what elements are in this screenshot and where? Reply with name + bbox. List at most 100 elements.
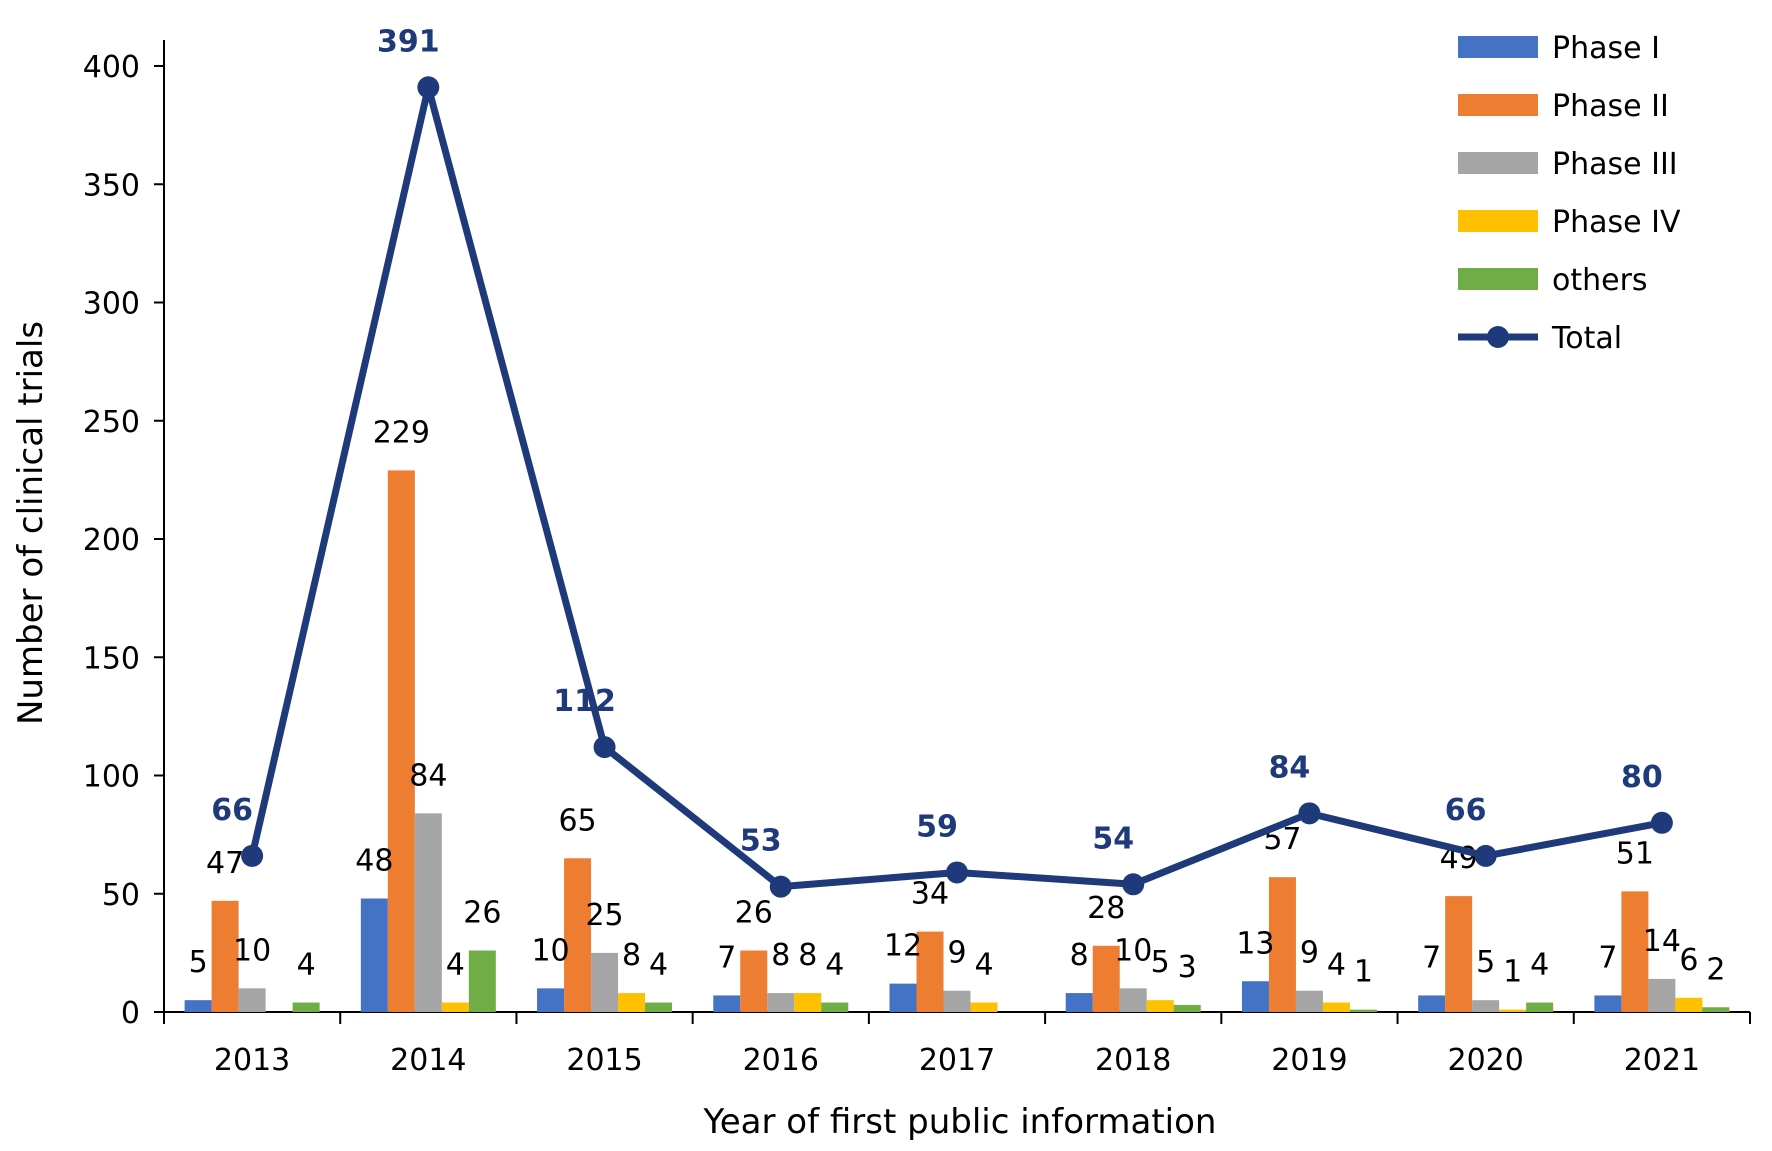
y-tick-label: 50 bbox=[102, 878, 140, 913]
bar-phase-ii bbox=[740, 950, 768, 1012]
bar-data-label: 9 bbox=[1300, 936, 1319, 971]
bar-data-label: 10 bbox=[531, 933, 569, 968]
bar-data-label: 8 bbox=[1070, 938, 1089, 973]
bar-data-label: 10 bbox=[1114, 933, 1152, 968]
legend-label: Phase IV bbox=[1552, 205, 1681, 240]
bar-data-label: 7 bbox=[717, 940, 736, 975]
bar-phase-iv bbox=[441, 1002, 469, 1012]
bar-data-label: 7 bbox=[1598, 940, 1617, 975]
bar-data-label: 47 bbox=[206, 846, 244, 881]
total-point bbox=[593, 736, 616, 759]
bar-data-label: 28 bbox=[1087, 891, 1125, 926]
bar-phase-ii bbox=[1268, 877, 1296, 1012]
bar-phase-iv bbox=[618, 993, 646, 1012]
total-data-label: 84 bbox=[1269, 750, 1311, 785]
bar-data-label: 10 bbox=[233, 933, 271, 968]
total-point bbox=[241, 844, 264, 867]
bar-others bbox=[1526, 1002, 1554, 1012]
bar-phase-i bbox=[1065, 993, 1093, 1012]
legend-swatch bbox=[1458, 210, 1538, 232]
total-data-label: 59 bbox=[916, 809, 958, 844]
bar-data-label: 1 bbox=[1354, 955, 1373, 990]
bar-phase-iv bbox=[1322, 1002, 1350, 1012]
bar-phase-i bbox=[1418, 995, 1446, 1012]
total-data-label: 391 bbox=[377, 24, 440, 59]
bar-phase-i bbox=[713, 995, 741, 1012]
bar-data-label: 4 bbox=[1327, 948, 1346, 983]
bar-data-label: 25 bbox=[585, 898, 623, 933]
bar-phase-iii bbox=[591, 952, 619, 1012]
bar-data-label: 8 bbox=[798, 938, 817, 973]
bar-phase-ii bbox=[387, 470, 415, 1012]
bar-phase-i bbox=[184, 1000, 212, 1012]
legend-label: others bbox=[1552, 263, 1648, 298]
legend-label: Phase I bbox=[1552, 31, 1660, 66]
total-series-line bbox=[248, 83, 1663, 891]
legend-label: Total bbox=[1551, 321, 1622, 356]
bar-data-label: 3 bbox=[1178, 950, 1197, 985]
x-tick-label: 2013 bbox=[214, 1043, 290, 1078]
legend-swatch bbox=[1458, 36, 1538, 58]
bar-data-label: 65 bbox=[558, 803, 596, 838]
bar-phase-ii bbox=[211, 900, 239, 1012]
bar-data-label: 48 bbox=[355, 843, 393, 878]
bar-data-label: 229 bbox=[373, 415, 430, 450]
x-axis-title: Year of first public information bbox=[703, 1102, 1217, 1142]
bar-data-label: 5 bbox=[189, 945, 208, 980]
bar-phase-ii bbox=[564, 858, 592, 1012]
bar-phase-ii bbox=[1092, 945, 1120, 1012]
legend-swatch bbox=[1458, 152, 1538, 174]
y-axis-title: Number of clinical trials bbox=[11, 321, 51, 725]
x-tick-label: 2015 bbox=[566, 1043, 642, 1078]
bar-others bbox=[821, 1002, 849, 1012]
y-tick-label: 200 bbox=[83, 523, 140, 558]
y-tick-label: 300 bbox=[83, 287, 140, 322]
y-tick-label: 400 bbox=[83, 50, 140, 85]
bar-data-label: 34 bbox=[911, 877, 949, 912]
total-point bbox=[1650, 811, 1673, 834]
x-tick-label: 2016 bbox=[743, 1043, 819, 1078]
total-line: 66 391 112 53 59 54 84 66 80 bbox=[211, 24, 1673, 898]
total-point bbox=[1122, 873, 1145, 896]
bar-others bbox=[1702, 1007, 1730, 1012]
bar-phase-iv bbox=[1146, 1000, 1174, 1012]
bar-phase-ii bbox=[1621, 891, 1649, 1012]
y-tick-label: 150 bbox=[83, 641, 140, 676]
legend-swatch bbox=[1458, 268, 1538, 290]
total-point bbox=[417, 76, 440, 99]
bar-phase-iv bbox=[794, 993, 822, 1012]
x-tick-label: 2017 bbox=[919, 1043, 995, 1078]
total-point bbox=[1298, 802, 1321, 825]
bar-phase-iii bbox=[1119, 988, 1147, 1012]
bar-data-label: 7 bbox=[1422, 940, 1441, 975]
x-tick-label: 2018 bbox=[1095, 1043, 1171, 1078]
x-tick-label: 2021 bbox=[1624, 1043, 1700, 1078]
total-point bbox=[769, 875, 792, 898]
bar-data-label: 14 bbox=[1643, 924, 1681, 959]
total-data-label: 54 bbox=[1092, 821, 1134, 856]
bar-phase-iii bbox=[943, 990, 971, 1012]
y-tick-label: 100 bbox=[83, 760, 140, 795]
bar-data-label: 5 bbox=[1476, 945, 1495, 980]
bar-others bbox=[1173, 1004, 1201, 1012]
bar-data-label: 9 bbox=[947, 936, 966, 971]
axes: 0 50 100 150 200 250 300 350 400 2013 2014 2015 2016… bbox=[83, 40, 1751, 1078]
total-data-label: 80 bbox=[1621, 760, 1663, 795]
bar-phase-iii bbox=[767, 993, 795, 1012]
bar-others bbox=[645, 1002, 673, 1012]
bar-phase-iii bbox=[238, 988, 266, 1012]
bar-data-label: 84 bbox=[409, 758, 447, 793]
bar-phase-iv bbox=[1675, 997, 1703, 1012]
bar-phase-iv bbox=[970, 1002, 998, 1012]
bar-data-label: 13 bbox=[1236, 926, 1274, 961]
bar-phase-i bbox=[1594, 995, 1622, 1012]
bar-data-label: 4 bbox=[297, 948, 316, 983]
bar-data-label: 6 bbox=[1679, 943, 1698, 978]
bar-phase-iii bbox=[1472, 1000, 1500, 1012]
bar-phase-iii bbox=[414, 813, 442, 1012]
legend-marker-total bbox=[1487, 326, 1509, 348]
legend-label: Phase II bbox=[1552, 89, 1669, 124]
legend: Phase I Phase II Phase III Phase IV others To… bbox=[1458, 31, 1681, 356]
